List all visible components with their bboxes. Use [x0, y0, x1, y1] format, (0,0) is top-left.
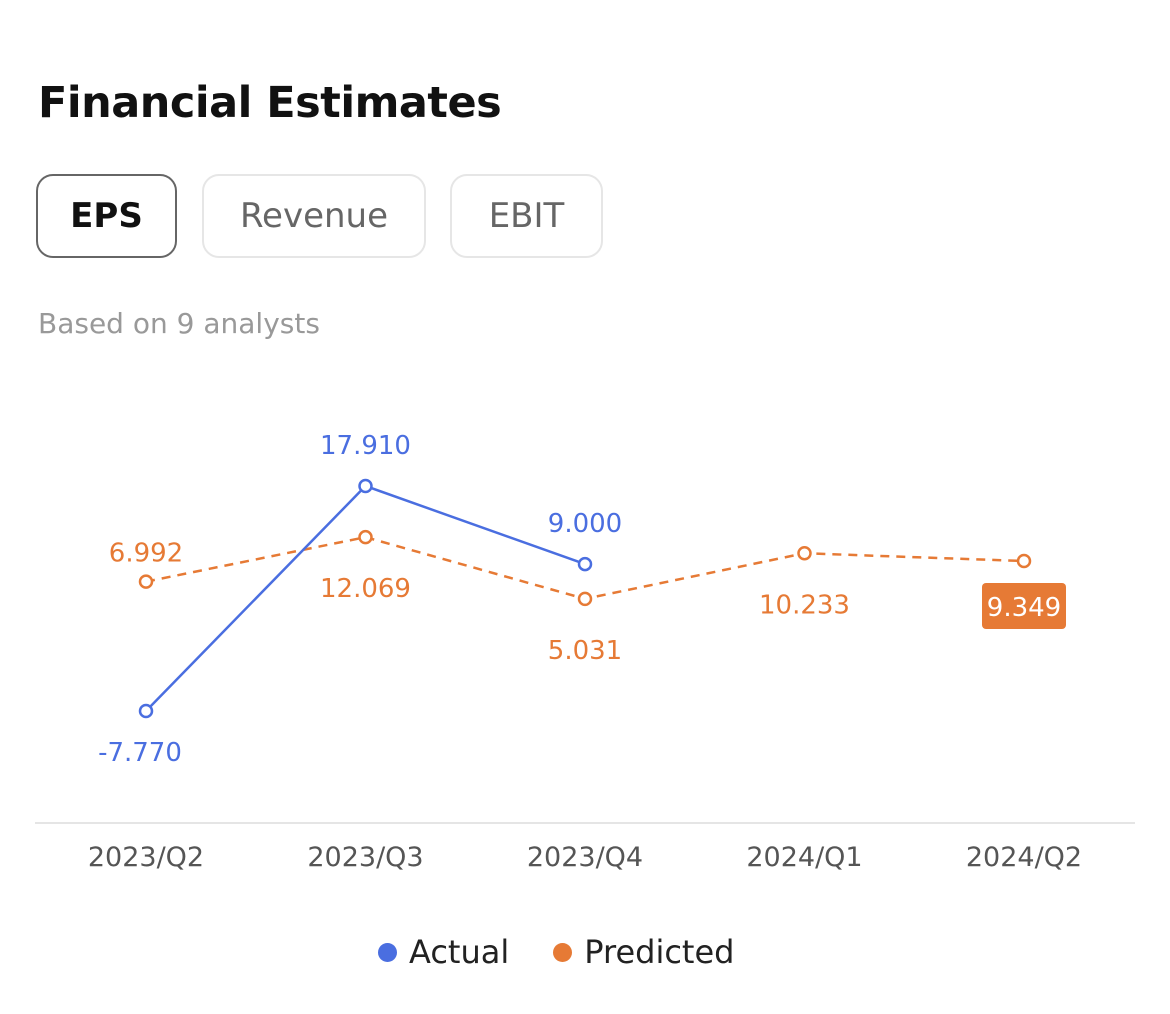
page-title: Financial Estimates [38, 78, 502, 128]
predicted-value-label-1: 12.069 [320, 574, 411, 604]
tab-revenue[interactable]: Revenue [202, 174, 426, 258]
legend-item-actual: Actual [378, 933, 509, 971]
actual-value-label-2: 9.000 [548, 509, 622, 539]
predicted-point-2 [577, 591, 593, 607]
x-tick-label-2024-q2: 2024/Q2 [966, 842, 1082, 873]
legend-dot-predicted-icon [553, 942, 573, 962]
x-tick-label-2023-q2: 2023/Q2 [88, 842, 204, 873]
actual-value-label-1: 17.910 [320, 431, 411, 461]
predicted-point-4 [1016, 553, 1032, 569]
legend-dot-actual-icon [378, 942, 397, 962]
x-tick-label-2023-q4: 2023/Q4 [527, 842, 643, 873]
predicted-value-label-0: 6.992 [109, 539, 183, 569]
tab-ebit[interactable]: EBIT [450, 174, 603, 258]
predicted-value-label-2: 5.031 [548, 636, 622, 666]
predicted-point-3 [797, 546, 812, 561]
x-tick-label-2024-q1: 2024/Q1 [746, 842, 862, 873]
legend-item-predicted: Predicted [553, 933, 734, 971]
legend-label-predicted: Predicted [584, 933, 735, 971]
actual-point-1 [358, 478, 373, 494]
predicted-value-label-3: 10.233 [759, 590, 850, 620]
actual-point-0 [138, 703, 154, 719]
actual-value-label-0: -7.770 [98, 738, 182, 768]
predicted-point-1 [358, 529, 373, 545]
predicted-highlight-badge [982, 583, 1066, 630]
chart-legend: Actual Predicted [378, 930, 734, 974]
analyst-count-subtitle: Based on 9 analysts [38, 307, 320, 340]
actual-point-2 [577, 556, 593, 572]
predicted-value-label-4: 9.349 [987, 593, 1061, 623]
x-tick-label-2023-q3: 2023/Q3 [307, 842, 423, 873]
legend-label-actual: Actual [409, 933, 510, 971]
tab-eps[interactable]: EPS [36, 174, 177, 258]
predicted-point-0 [138, 574, 154, 589]
